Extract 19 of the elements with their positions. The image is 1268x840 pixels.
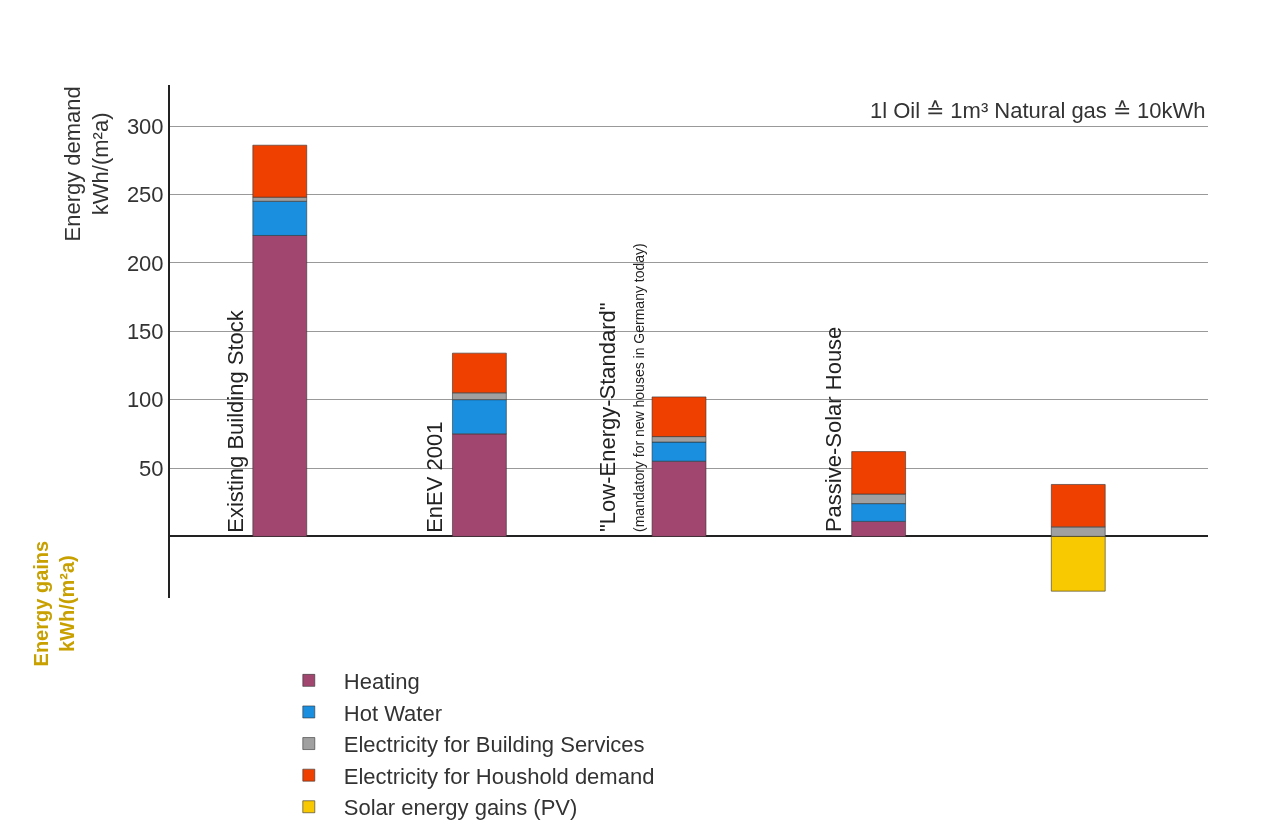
x-tick-label: EnEV 2001 xyxy=(421,421,447,533)
annotation: 1l Oil ≙ 1m³ Natural gas ≙ 10kWh xyxy=(870,98,1206,123)
bar xyxy=(252,144,308,198)
x-tick-label: Passive-Solar House xyxy=(821,326,847,533)
legend-label: Solar energy gains (PV) xyxy=(343,795,578,821)
y-tick-label: 50 xyxy=(139,455,164,481)
y-tick-label: 300 xyxy=(126,113,164,139)
legend-label: Heating xyxy=(343,668,420,694)
y-axis-title: Energy demand kWh/(m²a) xyxy=(59,86,114,242)
y-tick-label: 100 xyxy=(126,387,164,413)
x-tick-label: Existing Building Stock xyxy=(222,309,248,533)
y-tick-label: 150 xyxy=(126,318,164,344)
x-tick-label: "Low-Energy-Standard" (mandatory for new houses in Germany today) xyxy=(595,243,647,532)
text: Energy gains kWh/(m²a) xyxy=(29,540,78,667)
legend-label: Electricity for Building Services xyxy=(343,732,645,758)
y-tick-label: 200 xyxy=(126,250,164,276)
legend-label: Hot Water xyxy=(343,700,443,726)
legend-label: Electricity for Houshold demand xyxy=(343,763,655,789)
y-tick-label: 250 xyxy=(126,182,164,208)
